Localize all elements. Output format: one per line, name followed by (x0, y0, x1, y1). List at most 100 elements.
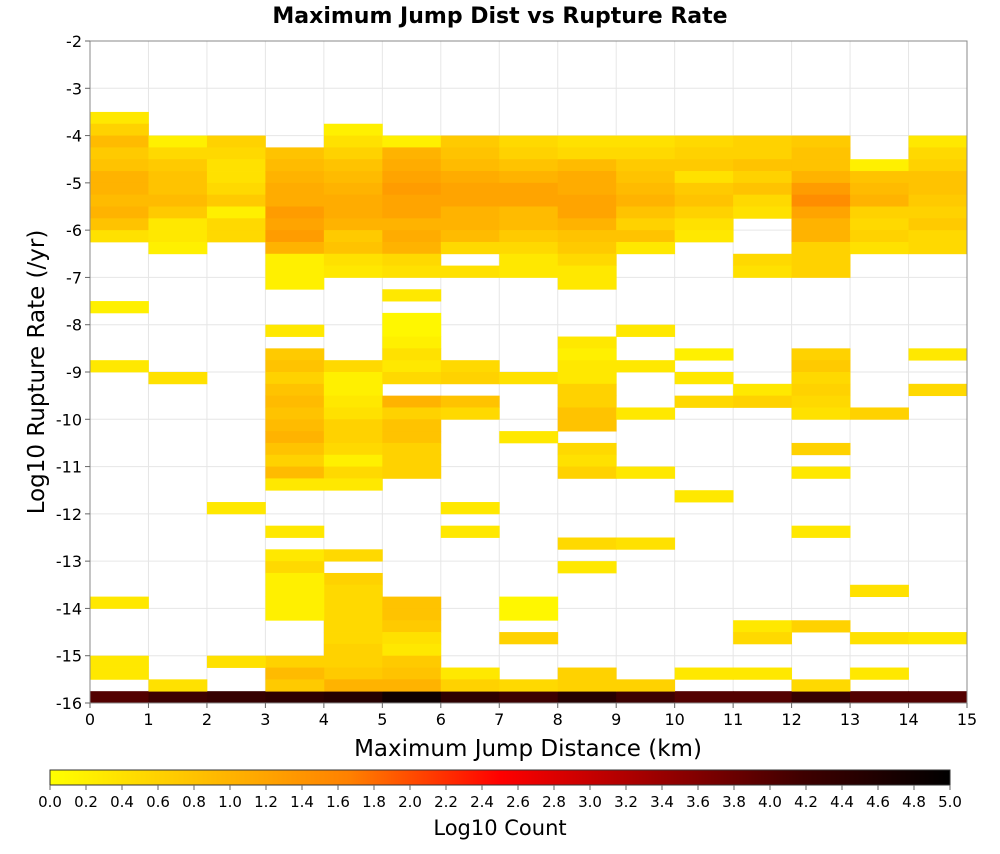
heatmap-cell (557, 206, 617, 219)
heatmap-cell (791, 206, 851, 219)
heatmap-cell (265, 549, 325, 562)
heatmap-cell (265, 431, 325, 444)
y-tick-label: -8 (66, 316, 82, 335)
heatmap-cell (90, 655, 149, 668)
heatmap-cell (791, 525, 851, 538)
heatmap-cell (616, 241, 676, 255)
y-tick-label: -15 (56, 647, 82, 666)
heatmap-cell (265, 147, 325, 160)
heatmap-cell (323, 123, 383, 136)
heatmap-cell (382, 691, 442, 704)
heatmap-cell (265, 360, 325, 373)
heatmap-cell (90, 206, 149, 219)
heatmap-cell (557, 691, 617, 704)
heatmap-cell (148, 691, 208, 704)
colorbar-tick-label: 2.8 (542, 793, 566, 811)
heatmap-cell (733, 620, 792, 633)
heatmap-cell (557, 360, 617, 373)
heatmap-cell (616, 182, 676, 196)
heatmap-cell (265, 525, 325, 538)
heatmap-cell (265, 218, 325, 231)
heatmap-cell (674, 159, 734, 172)
heatmap-cell (323, 171, 383, 184)
colorbar-tick-label: 2.0 (398, 793, 422, 811)
heatmap-cell (440, 525, 500, 538)
heatmap-cell (206, 135, 266, 148)
heatmap-cell (148, 679, 208, 692)
heatmap-cell (265, 419, 325, 432)
heatmap-cell (206, 502, 266, 515)
heatmap-cell (90, 691, 149, 704)
heatmap-cell (265, 572, 325, 586)
heatmap-cell (382, 218, 442, 231)
heatmap-cell (90, 171, 149, 184)
colorbar-tick-label: 1.8 (362, 793, 386, 811)
heatmap-cell (908, 218, 968, 231)
heatmap-cell (791, 679, 851, 692)
y-tick-label: -2 (66, 32, 82, 51)
heatmap-cell (850, 667, 909, 680)
heatmap-cell (265, 171, 325, 184)
heatmap-cell (674, 230, 734, 243)
heatmap-cell (206, 206, 266, 219)
heatmap-cell (850, 691, 909, 704)
colorbar-tick-label: 1.4 (290, 793, 314, 811)
heatmap-cell (791, 253, 851, 267)
heatmap-cell (206, 691, 266, 704)
heatmap-cell (674, 218, 734, 231)
heatmap-cell (557, 679, 617, 692)
heatmap-cell (850, 241, 909, 255)
heatmap-cell (733, 159, 792, 172)
heatmap-cell (557, 407, 617, 420)
colorbar-tick-label: 1.2 (254, 793, 278, 811)
heatmap-cell (499, 679, 559, 692)
heatmap-cell (557, 159, 617, 172)
heatmap-cell (557, 171, 617, 184)
heatmap-cell (323, 431, 383, 444)
heatmap-cell (791, 218, 851, 231)
heatmap-cell (733, 171, 792, 184)
heatmap-cell (557, 147, 617, 160)
heatmap-cell (323, 632, 383, 645)
heatmap-cell (557, 395, 617, 408)
x-tick-label: 5 (377, 710, 387, 729)
heatmap-cell (440, 206, 500, 219)
heatmap-cell (616, 691, 676, 704)
heatmap-cell (908, 159, 968, 172)
heatmap-cell (323, 253, 383, 267)
heatmap-cell (90, 301, 149, 314)
heatmap-cell (850, 182, 909, 196)
y-tick-label: -10 (56, 410, 82, 429)
heatmap-cell (440, 230, 500, 243)
heatmap-cell (908, 135, 968, 148)
heatmap-cell (323, 372, 383, 385)
heatmap-cell (557, 372, 617, 385)
heatmap-cell (616, 324, 676, 337)
heatmap-cell (908, 632, 968, 645)
colorbar-tick-label: 3.6 (686, 793, 710, 811)
heatmap-cell (206, 194, 266, 207)
heatmap-cell (148, 230, 208, 243)
heatmap-cell (206, 171, 266, 184)
heatmap-cell (382, 289, 442, 302)
heatmap-cell (616, 206, 676, 219)
x-tick-label: 11 (723, 710, 743, 729)
heatmap-cell (791, 383, 851, 397)
heatmap-cell (323, 608, 383, 621)
heatmap-cell (265, 454, 325, 467)
x-tick-label: 4 (319, 710, 329, 729)
heatmap-cell (323, 442, 383, 456)
heatmap-cell (674, 348, 734, 361)
heatmap-cell (791, 407, 851, 420)
heatmap-cell (148, 206, 208, 219)
heatmap-cell (90, 147, 149, 160)
heatmap-cell (382, 194, 442, 207)
heatmap-cell (499, 230, 559, 243)
heatmap-cell (850, 194, 909, 207)
heatmap-cell (265, 241, 325, 255)
heatmap-cell (382, 407, 442, 420)
heatmap-cell (616, 218, 676, 231)
heatmap-cell (557, 265, 617, 278)
heatmap-cell (791, 395, 851, 408)
heatmap-cell (499, 206, 559, 219)
